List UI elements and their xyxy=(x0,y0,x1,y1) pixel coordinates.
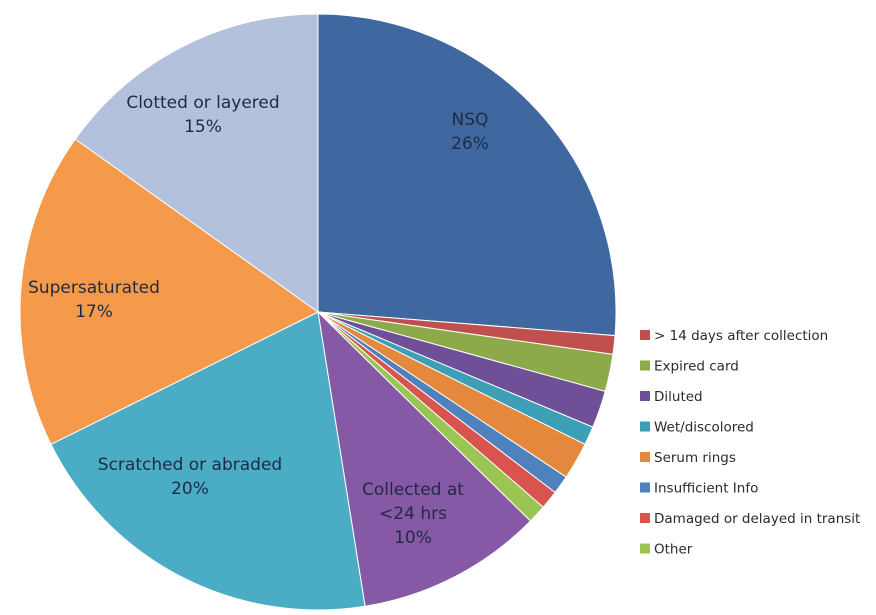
legend-label-insufficient-info: Insufficient Info xyxy=(654,481,758,497)
slice-label-line: 20% xyxy=(171,479,209,499)
pie-slice-nsq xyxy=(317,13,617,337)
legend-label-other: Other xyxy=(654,542,693,558)
pie-slices xyxy=(19,13,617,611)
legend-swatch-14-days-after-collection xyxy=(640,330,650,340)
legend-label-expired-card: Expired card xyxy=(654,359,739,375)
pie-slice-clotted-or-layered xyxy=(74,13,319,313)
legend-label-serum-rings: Serum rings xyxy=(654,450,736,466)
legend-label-wet-discolored: Wet/discolored xyxy=(654,420,754,436)
legend-swatch-serum-rings xyxy=(640,452,650,462)
legend-label-diluted: Diluted xyxy=(654,389,703,405)
pie-slice-collected-at-24-hrs xyxy=(317,310,532,607)
slice-label-line: 15% xyxy=(184,117,222,137)
slice-label-line: <24 hrs xyxy=(379,504,447,524)
legend-swatch-diluted xyxy=(640,391,650,401)
slice-label-line: NSQ xyxy=(452,110,489,130)
legend-swatch-wet-discolored xyxy=(640,421,650,432)
slice-label-line: 26% xyxy=(451,134,489,154)
pie-slice-scratched-or-abraded xyxy=(50,311,366,611)
legend-label-14-days-after-collection: > 14 days after collection xyxy=(654,328,828,344)
legend-swatch-damaged-or-delayed-in-transit xyxy=(640,513,650,523)
slice-label-line: 10% xyxy=(394,528,432,548)
pie-labels: NSQ 26% Collected at <24 hrs 10% Scratched or… xyxy=(28,93,489,548)
slice-label-scratched-or-abraded: Scratched or abraded 20% xyxy=(98,455,282,499)
legend-label-damaged-or-delayed-in-transit: Damaged or delayed in transit xyxy=(654,511,860,527)
slice-label-supersaturated: Supersaturated 17% xyxy=(28,278,160,322)
legend-swatch-insufficient-info xyxy=(640,482,650,493)
slice-label-collected-at-24-hrs: Collected at <24 hrs 10% xyxy=(362,480,464,548)
slice-label-line: Scratched or abraded xyxy=(98,455,282,475)
slice-label-clotted-or-layered: Clotted or layered 15% xyxy=(126,93,279,137)
slice-label-line: Clotted or layered xyxy=(126,93,279,113)
slice-label-nsq: NSQ 26% xyxy=(451,110,489,154)
pie-slice-supersaturated xyxy=(19,138,319,446)
slice-label-line: Collected at xyxy=(362,480,464,500)
legend-swatch-other xyxy=(640,543,650,554)
slice-label-line: Supersaturated xyxy=(28,278,160,298)
legend: > 14 days after collection Expired card Di… xyxy=(640,328,860,558)
legend-swatch-expired-card xyxy=(640,360,650,371)
slice-label-line: 17% xyxy=(75,302,113,322)
